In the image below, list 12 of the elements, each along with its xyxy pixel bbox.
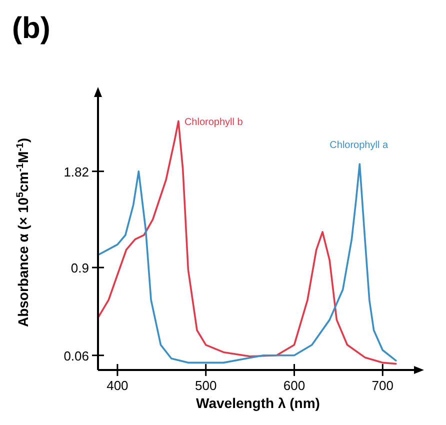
line-series [98,163,397,364]
x-tick-label: 600 [283,378,306,393]
y-tick-label: 0.9 [70,260,89,276]
series-label: Chlorophyll b [184,117,244,128]
y-tick-label: 0.06 [64,348,89,364]
x-tick-label: 400 [106,378,128,393]
x-tick-label: 500 [194,378,217,393]
chart-title: (b) [12,12,50,45]
x-axis-title: Wavelength λ (nm) [196,395,320,411]
series-label: Chlorophyll a [330,140,388,152]
y-tick-label: 1.82 [64,164,89,180]
x-tick-label: 700 [372,378,394,393]
